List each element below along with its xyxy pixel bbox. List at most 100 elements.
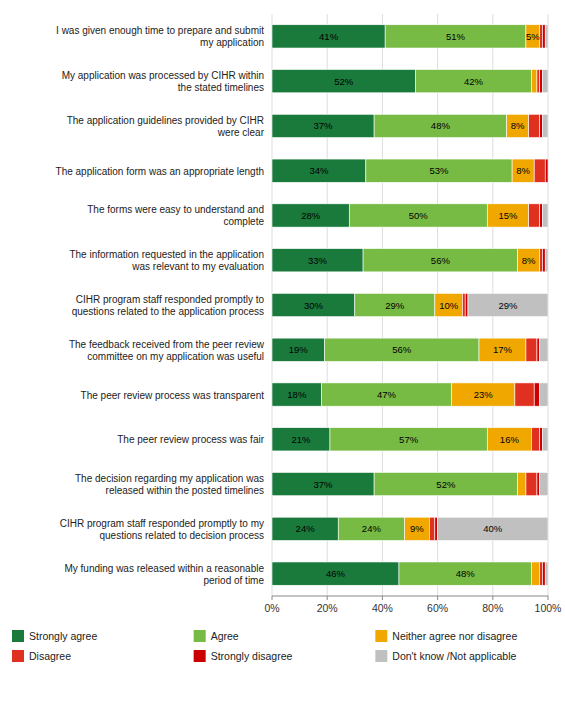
data-label: 53%: [429, 165, 449, 176]
data-label: 5%: [526, 31, 540, 42]
data-label: 37%: [314, 120, 334, 131]
bar-segment: [542, 428, 548, 451]
bar-segment: [272, 159, 366, 182]
bar-segment: [526, 25, 540, 48]
bar-segment: [540, 383, 548, 406]
bar-segment: [272, 383, 322, 406]
data-labels: 41%52%37%34%28%33%30%19%18%21%37%24%46%5…: [287, 31, 540, 579]
category-label: CIHR program staff responded promptly to…: [60, 517, 264, 540]
bar-segment: [374, 472, 518, 495]
bar-segment: [272, 114, 374, 137]
data-label: 16%: [500, 434, 520, 445]
bar-segment: [272, 472, 374, 495]
tick-label: 100%: [535, 602, 562, 614]
bar-segment: [540, 25, 543, 48]
category-label: My application was processed by CIHR wit…: [62, 70, 264, 93]
legend-swatch: [12, 650, 24, 662]
tick: [272, 596, 273, 600]
bar-segment: [468, 293, 548, 316]
bar-segment: [534, 159, 545, 182]
bar-segment: [545, 249, 548, 272]
bar-segment: [429, 517, 435, 540]
data-label: 50%: [409, 210, 429, 221]
category-label: The application form was an appropriate …: [56, 165, 264, 176]
bar-segment: [531, 562, 539, 585]
bar-segment: [534, 383, 540, 406]
tick-label: 20%: [317, 602, 338, 614]
data-label: 8%: [516, 165, 530, 176]
data-label: 48%: [431, 120, 451, 131]
bar-segment: [542, 204, 548, 227]
data-label: 33%: [308, 255, 328, 266]
category-label: CIHR program staff responded promptly to…: [72, 294, 265, 317]
bar-segment: [518, 472, 526, 495]
x-axis: 0% 20% 40% 60% 80% 100%: [264, 596, 561, 614]
data-label: 29%: [498, 300, 518, 311]
bar-segment: [507, 114, 529, 137]
bars: [272, 25, 548, 586]
bar-segment: [529, 114, 540, 137]
bar-segment: [385, 25, 526, 48]
legend-label: Strongly agree: [29, 630, 97, 642]
bar-segment: [487, 204, 528, 227]
legend-label: Neither agree nor disagree: [392, 630, 517, 642]
category-label: The decision regarding my application wa…: [75, 473, 264, 496]
tick-label: 0%: [264, 602, 279, 614]
data-label: 8%: [511, 120, 525, 131]
bar-segment: [540, 472, 548, 495]
data-label: 46%: [326, 568, 346, 579]
bar-segment: [465, 293, 468, 316]
bar-segment: [272, 517, 338, 540]
tick-label: 40%: [372, 602, 393, 614]
legend-label: Don't know /Not applicable: [392, 650, 516, 662]
data-label: 24%: [362, 523, 382, 534]
bar-segment: [438, 517, 548, 540]
tick-label: 80%: [482, 602, 503, 614]
data-label: 47%: [377, 389, 397, 400]
bar-segment: [355, 293, 435, 316]
tick-label: 60%: [427, 602, 448, 614]
category-labels: I was given enough time to prepare and s…: [56, 25, 265, 585]
data-label: 37%: [314, 479, 334, 490]
bar-segment: [272, 204, 349, 227]
bar-segment: [515, 383, 534, 406]
data-label: 52%: [436, 479, 456, 490]
legend-label: Strongly disagree: [211, 650, 293, 662]
tick: [327, 596, 328, 600]
data-label: 19%: [289, 344, 309, 355]
data-label: 34%: [309, 165, 329, 176]
data-label: 10%: [439, 300, 459, 311]
bar-segment: [529, 204, 540, 227]
bar-segment: [479, 338, 526, 361]
data-label: 41%: [319, 31, 339, 42]
bar-segment: [542, 249, 545, 272]
tick: [548, 596, 549, 600]
bar-segment: [545, 159, 548, 182]
bar-segment: [322, 383, 452, 406]
tick: [382, 596, 383, 600]
bar-segment: [542, 70, 548, 93]
legend-label: Disagree: [29, 650, 71, 662]
bar-segment: [399, 562, 531, 585]
data-label: 23%: [474, 389, 494, 400]
category-label: I was given enough time to prepare and s…: [56, 25, 264, 48]
bar-segment: [272, 25, 385, 48]
data-label: 15%: [498, 210, 518, 221]
bar-segment: [545, 25, 548, 48]
bar-segment: [512, 159, 534, 182]
bar-segment: [330, 428, 487, 451]
legend-swatch: [12, 630, 24, 642]
bar-segment: [537, 472, 540, 495]
bar-segment: [272, 428, 330, 451]
bar-segment: [518, 249, 540, 272]
bar-segment: [462, 293, 465, 316]
bar-segment: [548, 159, 549, 182]
bar-segment: [404, 517, 429, 540]
legend-label: Agree: [211, 630, 239, 642]
bar-segment: [540, 70, 543, 93]
bar-segment: [272, 249, 363, 272]
category-label: The peer review process was transparent: [81, 389, 265, 400]
data-label: 42%: [464, 76, 484, 87]
bar-segment: [545, 562, 548, 585]
bar-segment: [324, 338, 479, 361]
